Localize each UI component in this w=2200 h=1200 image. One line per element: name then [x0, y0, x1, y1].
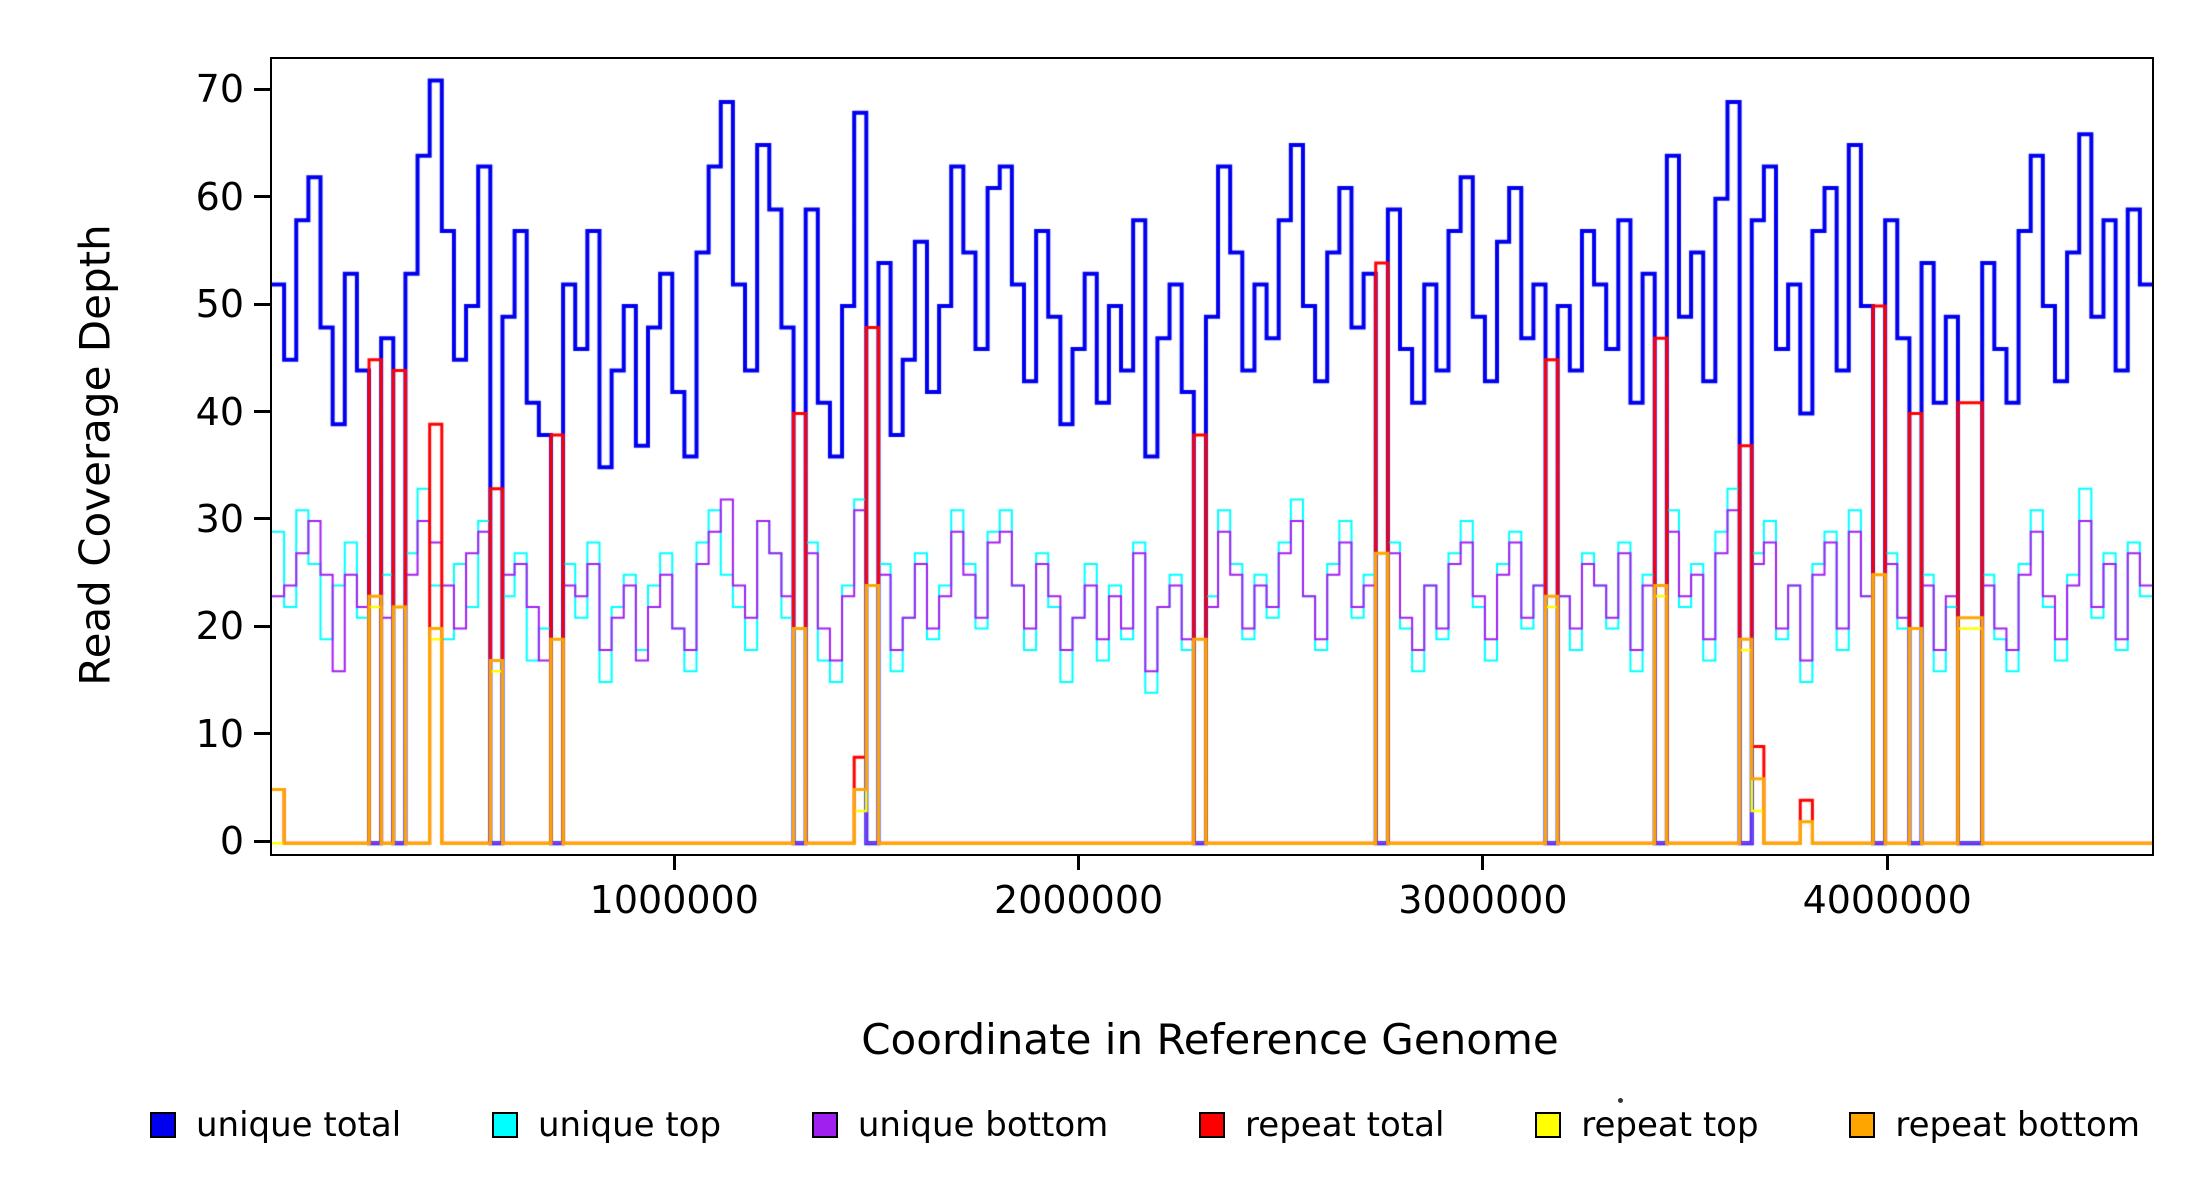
y-tick-mark: [254, 87, 270, 91]
legend-swatch-unique-bottom: [811, 1112, 838, 1138]
legend-swatch-unique-total: [150, 1112, 176, 1138]
legend-item-unique-total: unique total: [150, 1105, 401, 1145]
coverage-plot-canvas: [272, 59, 2152, 854]
x-tick-mark: [1885, 854, 1889, 870]
x-tick-mark: [1077, 854, 1081, 870]
x-tick-label: 4000000: [1802, 878, 1972, 922]
x-tick-mark: [672, 854, 676, 870]
legend: unique total unique top unique bottom repea…: [150, 1105, 2140, 1145]
x-tick-label: 2000000: [993, 878, 1164, 922]
x-axis-title: Coordinate in Reference Genome: [861, 1015, 1559, 1064]
legend-item-unique-bottom: unique bottom: [811, 1105, 1109, 1145]
x-tick-mark: [1481, 854, 1485, 870]
x-tick-label: 1000000: [589, 878, 759, 922]
legend-label: unique top: [537, 1105, 722, 1145]
legend-item-repeat-bottom: repeat bottom: [1849, 1105, 2140, 1145]
y-tick-mark: [254, 732, 270, 736]
y-tick-mark: [254, 302, 270, 306]
legend-label: repeat top: [1581, 1105, 1759, 1145]
legend-item-unique-top: unique top: [491, 1105, 722, 1145]
x-tick-label: 3000000: [1398, 878, 1568, 922]
y-tick-mark: [254, 195, 270, 199]
legend-item-repeat-total: repeat total: [1199, 1105, 1444, 1145]
y-axis-title: Read Coverage Depth: [70, 224, 120, 686]
stray-dot: [1618, 1098, 1623, 1103]
y-tick-label: 60: [195, 174, 244, 219]
legend-swatch-unique-top: [491, 1112, 518, 1138]
legend-swatch-repeat-top: [1535, 1112, 1562, 1138]
y-tick-mark: [254, 624, 270, 628]
legend-item-repeat-top: repeat top: [1535, 1105, 1759, 1145]
legend-swatch-repeat-total: [1199, 1112, 1226, 1138]
legend-label: unique bottom: [857, 1105, 1109, 1145]
y-tick-label: 10: [195, 711, 244, 756]
y-tick-label: 50: [195, 282, 244, 327]
legend-label: unique total: [196, 1105, 402, 1145]
y-tick-label: 20: [195, 604, 244, 649]
y-tick-label: 40: [195, 389, 244, 434]
legend-label: repeat bottom: [1895, 1105, 2140, 1145]
y-tick-label: 70: [195, 67, 244, 112]
y-tick-mark: [254, 517, 270, 521]
legend-swatch-repeat-bottom: [1849, 1112, 1876, 1138]
y-tick-label: 0: [219, 819, 244, 864]
y-tick-mark: [254, 839, 270, 843]
legend-label: repeat total: [1245, 1105, 1445, 1145]
y-tick-label: 30: [195, 496, 244, 541]
plot-area: [270, 57, 2154, 856]
y-tick-mark: [254, 410, 270, 414]
